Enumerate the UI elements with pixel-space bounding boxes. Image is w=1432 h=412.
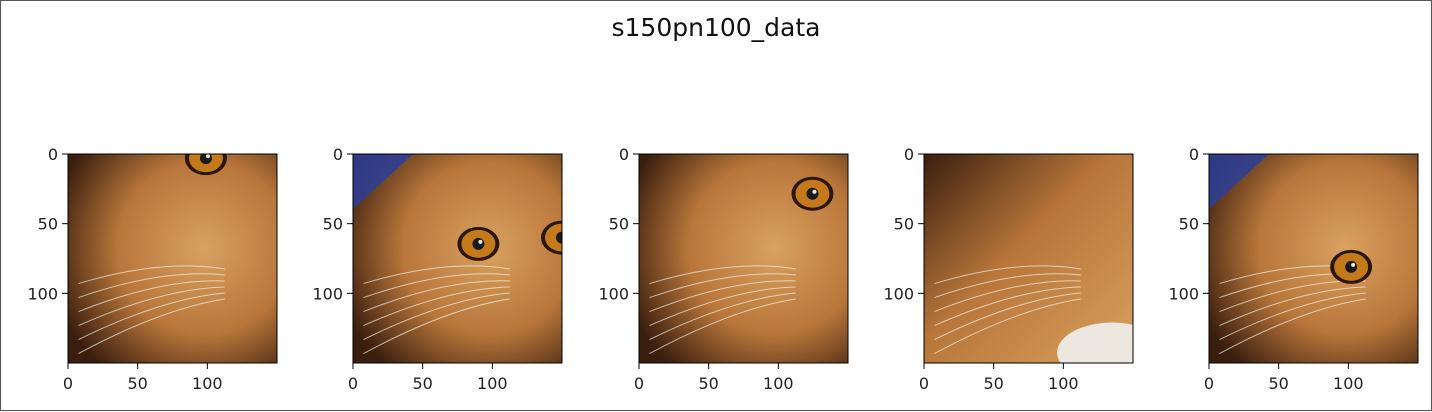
y-tick-label: 0: [1189, 145, 1199, 164]
x-tick-label: 50: [1268, 374, 1288, 393]
patch-3: 0 50 100 0 50 100: [598, 145, 849, 393]
x-tick-label: 50: [127, 374, 147, 393]
patch-4: 0 50 100 0 50 100: [883, 145, 1134, 393]
y-tick-label: 50: [323, 215, 343, 234]
y-tick-label: 50: [1179, 215, 1199, 234]
y-tick-label: 100: [598, 284, 629, 303]
x-tick-label: 50: [412, 374, 432, 393]
x-tick-label: 100: [477, 374, 508, 393]
y-tick-label: 100: [312, 284, 343, 303]
x-tick-label: 0: [919, 374, 929, 393]
patch-image: [353, 154, 562, 363]
patch-image: [1209, 154, 1418, 363]
x-tick-label: 0: [634, 374, 644, 393]
y-tick-label: 0: [48, 145, 58, 164]
x-tick-label: 100: [192, 374, 223, 393]
patch-image: [639, 154, 848, 363]
x-tick-label: 0: [348, 374, 358, 393]
y-tick-label: 0: [333, 145, 343, 164]
patch-image: [924, 154, 1133, 363]
y-tick-label: 0: [904, 145, 914, 164]
x-tick-label: 0: [63, 374, 73, 393]
axes-frame: [67, 153, 278, 364]
axes-frame: [1208, 153, 1419, 364]
axes-frame: [923, 153, 1134, 364]
x-tick-label: 100: [1333, 374, 1364, 393]
patch-image: [68, 154, 277, 363]
y-tick-label: 50: [894, 215, 914, 234]
patch-1: 0 50 100 0 50 100: [27, 145, 278, 393]
x-tick-label: 0: [1204, 374, 1214, 393]
patch-2: 0 50 100 0 50 100: [312, 145, 563, 393]
y-tick-label: 100: [1168, 284, 1199, 303]
y-tick-label: 50: [609, 215, 629, 234]
y-tick-label: 50: [38, 215, 58, 234]
y-tick-label: 100: [883, 284, 914, 303]
axes-frame: [638, 153, 849, 364]
x-tick-label: 100: [1048, 374, 1079, 393]
axes-frame: [352, 153, 563, 364]
patch-5: 0 50 100 0 50 100: [1168, 145, 1419, 393]
x-tick-label: 50: [983, 374, 1003, 393]
y-tick-label: 100: [27, 284, 58, 303]
chart-title: s150pn100_data: [611, 13, 821, 42]
y-tick-label: 0: [619, 145, 629, 164]
x-tick-label: 100: [763, 374, 794, 393]
x-tick-label: 50: [698, 374, 718, 393]
